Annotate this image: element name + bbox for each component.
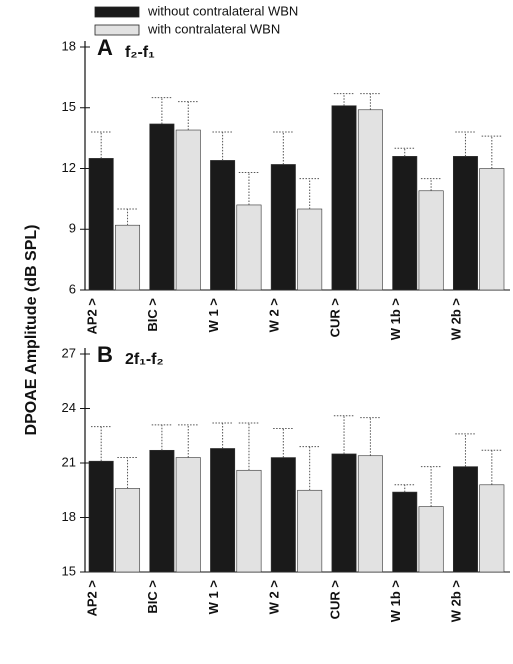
panel-title: f₂-f₁ (125, 44, 155, 61)
panel-title: 2f₁-f₂ (125, 351, 164, 368)
bar (418, 506, 444, 573)
x-tick-label: CUR > (327, 298, 342, 338)
bar (479, 484, 505, 573)
y-tick-label: 6 (69, 281, 76, 296)
y-tick-label: 18 (62, 38, 76, 53)
y-tick-label: 12 (62, 160, 76, 175)
x-tick-label: CUR > (327, 580, 342, 620)
x-tick-label: W 1 > (206, 580, 221, 615)
x-tick-label: W 1b > (388, 580, 403, 623)
bar (357, 109, 383, 291)
bar (270, 457, 296, 573)
legend-swatch (94, 6, 140, 18)
legend-label: with contralateral WBN (147, 21, 280, 36)
bar (331, 105, 357, 291)
x-tick-label: W 1 > (206, 298, 221, 333)
bar (115, 224, 141, 291)
x-tick-label: W 2b > (449, 580, 464, 623)
x-tick-label: AP2 > (84, 298, 99, 335)
bar (297, 489, 323, 573)
y-tick-label: 24 (62, 400, 76, 415)
x-tick-label: W 1b > (388, 298, 403, 341)
x-tick-label: BIC > (145, 580, 160, 614)
bar (392, 156, 418, 291)
y-axis-label: DPOAE Amplitude (dB SPL) (23, 225, 40, 436)
legend-label: without contralateral WBN (147, 3, 298, 18)
bar (418, 190, 444, 291)
bar (149, 123, 175, 291)
bar (175, 129, 201, 291)
x-tick-label: AP2 > (84, 580, 99, 617)
panel-label: A (97, 35, 113, 60)
y-tick-label: 15 (62, 563, 76, 578)
y-tick-label: 21 (62, 454, 76, 469)
x-tick-label: W 2b > (449, 298, 464, 341)
bar (297, 208, 323, 291)
y-tick-label: 27 (62, 345, 76, 360)
bar (392, 491, 418, 573)
bar (88, 460, 114, 573)
bar (149, 449, 175, 573)
bar (175, 457, 201, 573)
bar (479, 168, 505, 291)
y-tick-label: 18 (62, 509, 76, 524)
panel-label: B (97, 342, 113, 367)
bar (88, 158, 114, 291)
bar (236, 469, 262, 573)
bar (210, 160, 236, 291)
x-tick-label: BIC > (145, 298, 160, 332)
bar (357, 455, 383, 573)
bar (115, 488, 141, 573)
x-tick-label: W 2 > (267, 298, 282, 333)
bar (331, 453, 357, 573)
y-tick-label: 15 (62, 99, 76, 114)
bar (452, 466, 478, 573)
bar (270, 164, 296, 291)
legend-swatch (94, 24, 140, 36)
x-tick-label: W 2 > (267, 580, 282, 615)
bar (236, 204, 262, 291)
bar (452, 156, 478, 291)
y-tick-label: 9 (69, 221, 76, 236)
bar (210, 448, 236, 573)
